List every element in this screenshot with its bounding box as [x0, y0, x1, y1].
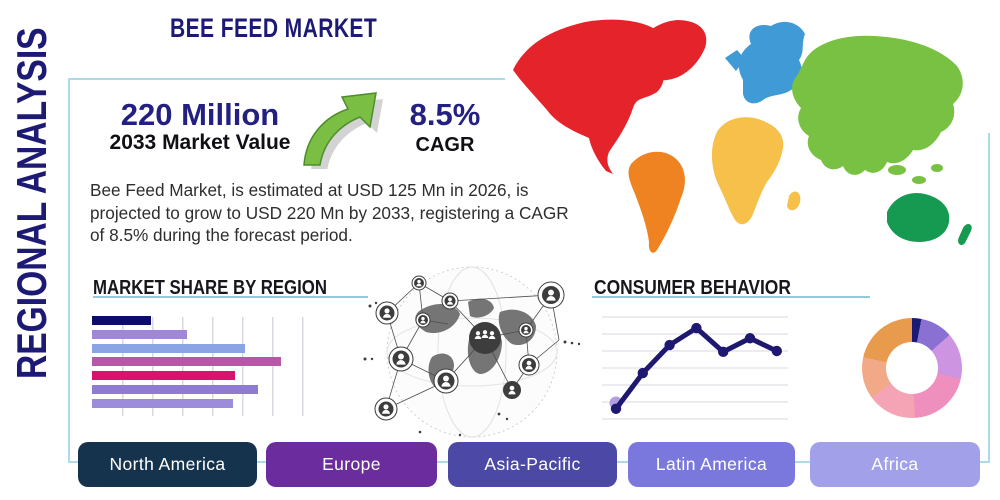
region-button-africa[interactable]: Africa	[810, 442, 980, 487]
consumer-behavior-title: CONSUMER BEHAVIOR	[594, 277, 791, 299]
region-button-label: North America	[109, 454, 226, 474]
market-description: Bee Feed Market, is estimated at USD 125…	[90, 180, 569, 246]
bar-4	[92, 371, 235, 381]
cagr-label: CAGR	[415, 134, 475, 156]
map-greenland	[633, 20, 707, 81]
growth-arrow-icon	[303, 92, 383, 169]
region-button-europe[interactable]: Europe	[266, 442, 437, 487]
region-button-label: Asia-Pacific	[484, 454, 581, 474]
bar-0	[92, 316, 151, 325]
card-border-top	[68, 78, 505, 80]
map-sea-island	[888, 165, 906, 175]
map-africa	[711, 117, 784, 225]
bar-1	[92, 329, 187, 339]
line-chart-gridlines	[602, 316, 788, 420]
map-new-zealand	[958, 224, 972, 246]
market-share-title: MARKET SHARE BY REGION	[93, 277, 327, 299]
region-button-label: Africa	[871, 454, 919, 474]
line-point	[664, 339, 675, 351]
globe-network-illustration	[363, 266, 581, 438]
region-button-label: Latin America	[655, 454, 768, 474]
donut-chart	[862, 318, 962, 418]
region-button-north-america[interactable]: North America	[78, 442, 257, 487]
bar-2	[92, 343, 246, 353]
map-europe	[738, 21, 805, 104]
market-share-underline	[93, 296, 368, 298]
map-asia	[792, 35, 963, 175]
line-point	[744, 333, 756, 344]
map-europe-uk	[725, 50, 745, 71]
cagr-stat: 8.5%	[409, 97, 481, 132]
line-point	[771, 345, 782, 357]
consumer-behavior-underline	[592, 296, 870, 298]
card-border-right	[988, 133, 990, 463]
network-nodes	[374, 275, 565, 421]
map-madagascar	[787, 191, 801, 211]
line-point	[718, 346, 729, 358]
bar-chart-bars	[92, 316, 304, 416]
donut-hole	[886, 342, 938, 394]
map-south-america	[628, 151, 685, 253]
behavior-line	[602, 316, 788, 420]
page-title: BEE FEED MARKET	[170, 13, 378, 43]
bar-3	[92, 357, 281, 367]
map-sea-island	[912, 176, 926, 184]
sidebar-vertical-label: REGIONAL ANALYSIS	[8, 27, 55, 380]
region-button-label: Europe	[322, 454, 381, 474]
card-border-left	[68, 78, 70, 463]
world-map	[513, 19, 972, 253]
region-button-latin-america[interactable]: Latin America	[628, 442, 795, 487]
map-north-america	[513, 19, 664, 175]
map-australia	[887, 192, 950, 242]
line-point	[637, 367, 648, 379]
line-point	[691, 322, 702, 334]
growth-arrow-shape	[303, 92, 377, 166]
market-value-stat: 220 Million	[120, 97, 280, 132]
region-button-asia-pacific[interactable]: Asia-Pacific	[448, 442, 617, 487]
map-sea-island	[931, 164, 943, 172]
market-value-label: 2033 Market Value	[109, 131, 291, 154]
bar-6	[92, 398, 233, 408]
line-point	[610, 403, 622, 414]
bar-5	[92, 384, 258, 394]
network-dots	[363, 301, 581, 437]
